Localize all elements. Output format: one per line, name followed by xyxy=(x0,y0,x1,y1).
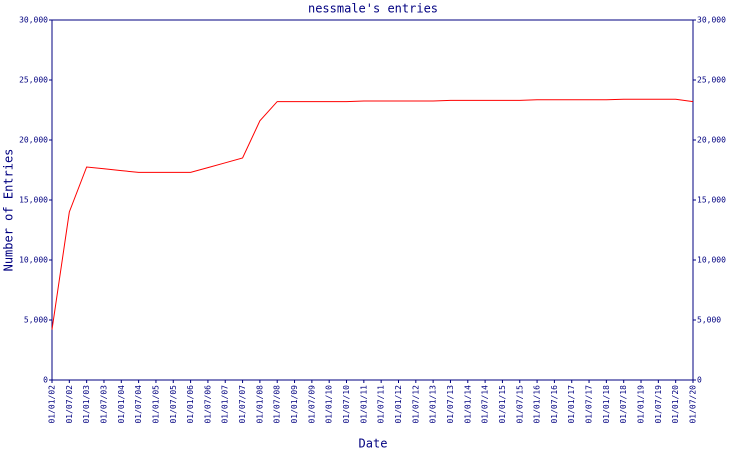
plot-frame xyxy=(51,19,694,381)
x-tick-label: 01/07/13 xyxy=(446,385,455,424)
y-tick-label: 10,000 xyxy=(19,256,48,265)
y2-tick-label: 10,000 xyxy=(697,256,726,265)
x-tick-label: 01/01/15 xyxy=(498,385,507,424)
x-tick-label: 01/01/11 xyxy=(359,385,368,424)
x-tick-label: 01/01/07 xyxy=(221,385,230,424)
y2-tick-label: 20,000 xyxy=(697,136,726,145)
x-tick-label: 01/07/10 xyxy=(342,385,351,424)
line xyxy=(51,98,694,330)
x-tick-label: 01/01/05 xyxy=(151,385,160,424)
x-tick-label: 01/07/08 xyxy=(273,385,282,424)
y-tick-label: 0 xyxy=(43,376,48,385)
x-tick-label: 01/01/16 xyxy=(533,385,542,424)
x-tick-label: 01/07/03 xyxy=(99,385,108,424)
x-tick-label: 01/07/04 xyxy=(134,385,143,424)
x-tick-label: 01/07/19 xyxy=(654,385,663,424)
y-axis-label: Number of Entries xyxy=(2,149,16,272)
x-tick-label: 01/01/19 xyxy=(637,385,646,424)
x-tick-label: 01/07/12 xyxy=(411,385,420,424)
x-tick-label: 01/07/07 xyxy=(238,385,247,424)
x-tick-label: 01/07/18 xyxy=(619,385,628,424)
x-tick-label: 01/01/10 xyxy=(325,385,334,424)
x-tick-label: 01/01/14 xyxy=(463,385,472,424)
y-tick-label: 20,000 xyxy=(19,136,48,145)
y2-tick-label: 25,000 xyxy=(697,76,726,85)
x-tick-label: 01/01/13 xyxy=(429,385,438,424)
y-tick-label: 30,000 xyxy=(19,16,48,25)
x-tick-label: 01/07/05 xyxy=(169,385,178,424)
x-tick-label: 01/07/16 xyxy=(550,385,559,424)
chart-title: nessmale's entries xyxy=(308,2,438,16)
x-tick-label: 01/01/02 xyxy=(48,385,57,424)
x-tick-label: 01/07/15 xyxy=(515,385,524,424)
x-tick-label: 01/07/09 xyxy=(307,385,316,424)
x-tick-label: 01/07/14 xyxy=(481,385,490,424)
x-tick-label: 01/01/06 xyxy=(186,385,195,424)
x-tick-label: 01/01/18 xyxy=(602,385,611,424)
x-tick-label: 01/01/04 xyxy=(117,385,126,424)
x-tick-label: 01/01/12 xyxy=(394,385,403,424)
x-tick-label: 01/01/17 xyxy=(567,385,576,424)
y-tick-label: 25,000 xyxy=(19,76,48,85)
y2-tick-label: 5,000 xyxy=(697,316,721,325)
x-tick-label: 01/01/03 xyxy=(82,385,91,424)
y-tick-label: 15,000 xyxy=(19,196,48,205)
x-tick-label: 01/07/06 xyxy=(203,385,212,424)
x-tick-label: 01/07/02 xyxy=(65,385,74,424)
x-tick-label: 01/07/11 xyxy=(377,385,386,424)
x-tick-label: 01/07/20 xyxy=(689,385,698,424)
x-axis-label: Date xyxy=(359,437,388,450)
x-tick-label: 01/01/20 xyxy=(671,385,680,424)
x-tick-label: 01/07/17 xyxy=(585,385,594,424)
x-tick-label: 01/01/09 xyxy=(290,385,299,424)
y2-tick-label: 30,000 xyxy=(697,16,726,25)
y2-tick-label: 0 xyxy=(697,376,702,385)
y2-tick-label: 15,000 xyxy=(697,196,726,205)
y-tick-label: 5,000 xyxy=(24,316,48,325)
x-tick-label: 01/01/08 xyxy=(255,385,264,424)
